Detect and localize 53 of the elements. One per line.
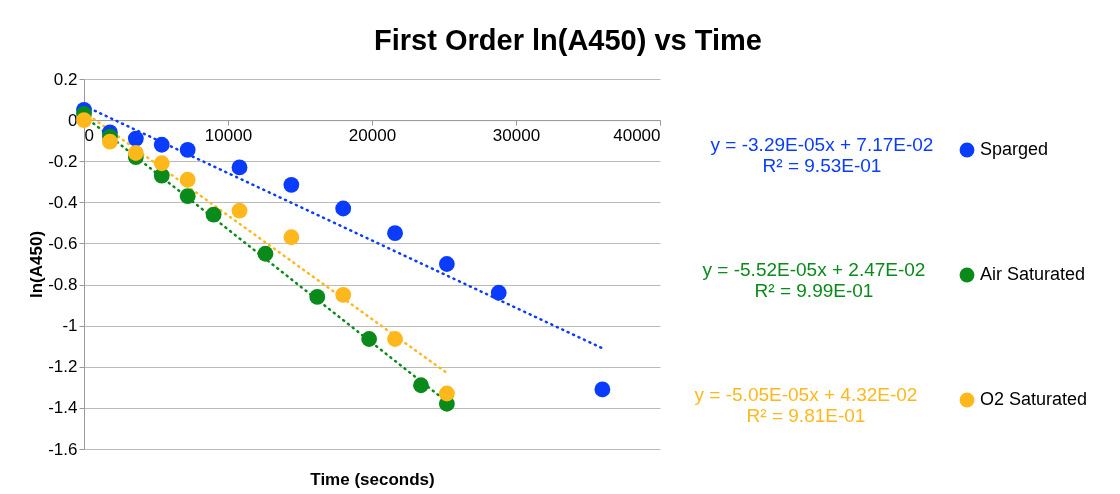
point [205,206,222,223]
point [335,286,352,303]
text: R² = 9.53E-01 [761,155,883,177]
point [76,112,92,128]
point [127,145,144,161]
y-tick-label: -1.2 [48,357,78,377]
point [179,142,196,158]
point [387,331,403,347]
point [283,176,300,193]
y-tick-label: -1.6 [48,439,78,459]
legend-label: O2 Saturated [980,389,1088,409]
point [127,130,144,147]
x-tick-label: 30000 [492,125,541,145]
point [490,284,507,301]
text: y = -5.05E-05x + 4.32E-02 [693,384,919,406]
point [179,171,196,188]
x-tick-label: 0 [84,125,94,145]
point [153,155,170,172]
text: y = -5.52E-05x + 2.47E-02 [701,259,927,281]
x-tick-label: 10000 [204,125,253,145]
y-axis-title: ln(A450) [27,230,47,299]
x-tick-label: 40000 [613,125,661,145]
point [231,202,248,219]
point [438,385,455,402]
point [361,331,378,347]
y-tick-label: -0.6 [48,233,78,253]
y-tick-label: -1.4 [48,398,78,418]
chart-title: First Order ln(A450) vs Time [374,24,762,56]
point [231,159,248,176]
legend-label: Sparged [980,139,1049,159]
y-tick-label: 0 [68,110,78,130]
point [309,289,326,305]
point [413,377,429,394]
point [257,245,274,262]
text: R² = 9.99E-01 [753,280,875,302]
legend-label: Air Saturated [980,264,1086,284]
x-tick-label: 20000 [348,125,397,145]
point [387,225,403,242]
point [102,133,118,150]
point [179,188,196,205]
y-tick-label: -0.4 [48,192,78,212]
text: R² = 9.81E-01 [745,405,867,427]
point [283,229,300,246]
point [438,256,455,272]
point [335,200,352,217]
point [153,136,170,153]
y-tick-label: -0.8 [48,275,78,295]
x-axis-title: Time (seconds) [310,469,435,489]
y-tick-label: 0.2 [53,69,78,89]
point [594,381,611,398]
y-tick-label: -1 [62,316,78,336]
text: y = -3.29E-05x + 7.17E-02 [709,134,935,156]
y-tick-label: -0.2 [48,151,78,171]
